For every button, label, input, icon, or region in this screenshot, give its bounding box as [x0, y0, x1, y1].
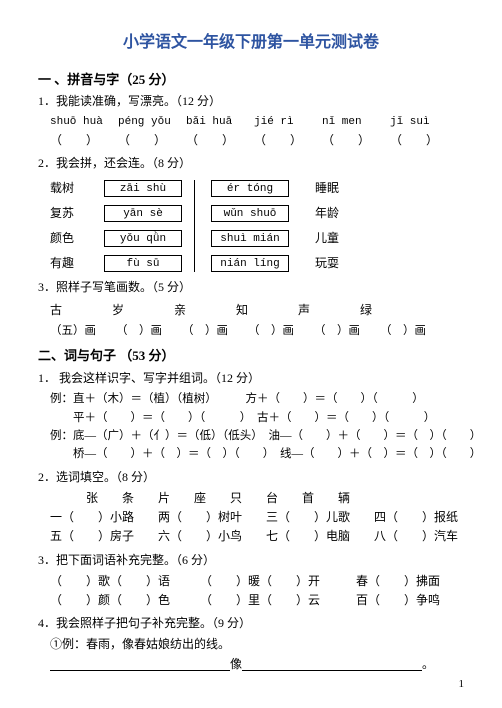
match-word: 睡眠	[315, 180, 369, 197]
s2q1-line: 例：直＋（木）＝（植）（植树） 方＋（ ）＝（ ）（ ）	[50, 390, 464, 408]
s2q2-label: 2．选词填空。（8 分）	[38, 468, 464, 487]
s2q3-label: 3．把下面词语补充完整。（6 分）	[38, 551, 464, 570]
s2q1-line: 例：底—（广）＋（亻）＝（低）（低头） 油—（ ）＋（ ）＝（ ）（ ）	[50, 427, 464, 445]
page-title: 小学语文一年级下册第一单元测试卷	[38, 30, 464, 56]
match-word: 儿童	[315, 230, 369, 247]
q1-blank-row: （ ） （ ） （ ） （ ） （ ） （ ）	[50, 131, 464, 150]
q2-label: 2．我会拼，还会连。（8 分）	[38, 154, 464, 173]
pinyin-cell: nǐ men	[322, 114, 390, 132]
stroke-char: 知	[236, 301, 298, 320]
pinyin-box: yān sè	[104, 205, 182, 222]
s2q2-words: 张 条 片 座 只 台 首 辆	[86, 489, 464, 508]
s2q3-line: （ ）歌（ ）语 （ ）暖（ ）开 春（ ）拂面	[50, 572, 464, 591]
right-words: 睡眠 年龄 儿童 玩耍	[315, 180, 369, 272]
s2q1-line: 桥—（ ）＋（ ）＝（ ）（ ） 线—（ ）＋（ ）＝（ ）（ ）	[50, 445, 464, 463]
section2-heading: 二、词与句子 （53 分）	[38, 346, 464, 367]
blank-cell: （ ）	[322, 131, 390, 150]
stroke-char: 亲	[174, 301, 236, 320]
pinyin-cell: pénɡ yǒu	[118, 114, 186, 132]
match-word: 颜色	[50, 230, 104, 247]
pinyin-box: nián línɡ	[211, 255, 289, 272]
blank-underline	[242, 655, 422, 671]
right-pinyin-boxes: ér tónɡ wǔn shuō shuì mián nián línɡ	[211, 180, 289, 272]
match-word: 玩耍	[315, 255, 369, 272]
q1-label: 1．我能读准确，写漂亮。（12 分）	[38, 92, 464, 111]
pinyin-cell: jǐ suì	[390, 114, 458, 132]
fill-text: 。	[422, 655, 434, 674]
blank-cell: （ ）	[254, 131, 322, 150]
stroke-answer: （ ）画	[248, 322, 314, 340]
vertical-divider	[194, 180, 195, 272]
s2q4-fill-line: 像 。	[50, 655, 464, 674]
stroke-char: 声	[298, 301, 360, 320]
section1-heading: 一 、拼音与字（25 分）	[38, 70, 464, 91]
q3-answers: （五）画 （ ）画 （ ）画 （ ）画 （ ）画 （ ）画	[50, 322, 464, 340]
q3-chars: 古 岁 亲 知 声 绿	[50, 301, 464, 320]
stroke-char: 绿	[360, 301, 422, 320]
match-word: 复苏	[50, 205, 104, 222]
s2q4-example: ①例：春雨，像春姑娘纺出的线。	[50, 635, 464, 654]
stroke-char: 古	[50, 301, 112, 320]
s2q1-label: 1． 我会这样识字、写字并组词。（12 分）	[38, 369, 464, 388]
blank-underline	[50, 655, 230, 671]
s2q3-line: （ ）颜（ ）色 （ ）里（ ）云 百（ ）争鸣	[50, 591, 464, 610]
left-words: 载树 复苏 颜色 有趣	[50, 180, 104, 272]
pinyin-box: wǔn shuō	[211, 205, 289, 222]
s2q4-label: 4．我会照样子把句子补充完整。（9 分）	[38, 614, 464, 633]
stroke-answer: （ ）画	[116, 322, 182, 340]
s2q2-line: 一（ ）小路 两（ ）树叶 三（ ）儿歌 四（ ）报纸	[50, 508, 464, 527]
left-pinyin-boxes: zāi shù yān sè yǒu qǜn fù sū	[104, 180, 182, 272]
q2-match-area: 载树 复苏 颜色 有趣 zāi shù yān sè yǒu qǜn fù sū…	[50, 180, 464, 272]
blank-cell: （ ）	[118, 131, 186, 150]
stroke-char: 岁	[112, 301, 174, 320]
pinyin-box: zāi shù	[104, 180, 182, 197]
page-number: 1	[459, 676, 465, 694]
match-word: 载树	[50, 180, 104, 197]
match-word: 有趣	[50, 255, 104, 272]
q1-pinyin-row: shuō huà pénɡ yǒu bǎi huā jié rì nǐ men …	[50, 114, 464, 132]
pinyin-cell: jié rì	[254, 114, 322, 132]
pinyin-box: yǒu qǜn	[104, 230, 182, 247]
s2q1-line: 平＋（ ）＝（ ）（ ） 古＋（ ）＝（ ）（ ）	[50, 409, 464, 427]
pinyin-box: shuì mián	[211, 230, 289, 247]
stroke-answer: （ ）画	[314, 322, 380, 340]
pinyin-cell: bǎi huā	[186, 114, 254, 132]
s2q2-line: 五（ ）房子 六（ ）小鸟 七（ ）电脑 八（ ）汽车	[50, 527, 464, 546]
q3-label: 3．照样子写笔画数。（5 分）	[38, 278, 464, 297]
stroke-answer: （ ）画	[380, 322, 446, 340]
pinyin-box: fù sū	[104, 255, 182, 272]
pinyin-box: ér tónɡ	[211, 180, 289, 197]
stroke-answer: （五）画	[50, 322, 116, 340]
match-word: 年龄	[315, 205, 369, 222]
blank-cell: （ ）	[186, 131, 254, 150]
blank-cell: （ ）	[50, 131, 118, 150]
blank-cell: （ ）	[390, 131, 458, 150]
stroke-answer: （ ）画	[182, 322, 248, 340]
fill-text: 像	[230, 655, 242, 674]
pinyin-cell: shuō huà	[50, 114, 118, 132]
